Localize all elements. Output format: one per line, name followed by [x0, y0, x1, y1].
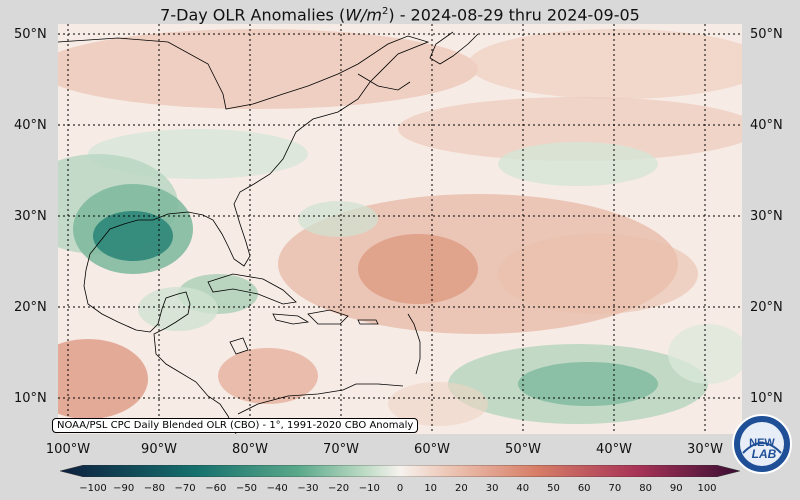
- colorbar-tick-label: −60: [205, 483, 227, 494]
- lon-label-100w: 100°W: [45, 442, 91, 457]
- lon-label-50w: 50°W: [505, 442, 541, 457]
- colorbar-tick-label: 70: [608, 483, 622, 494]
- lat-label-10n-right: 10°N: [750, 391, 783, 406]
- colorbar-tick-label: −70: [174, 483, 196, 494]
- colorbar-tick-label: −80: [143, 483, 165, 494]
- lat-label-30n-left: 30°N: [14, 209, 47, 224]
- colorbar-tick-label: −100: [79, 483, 107, 494]
- colorbar-tick-label: 80: [639, 483, 652, 494]
- data-source-label: NOAA/PSL CPC Daily Blended OLR (CBO) - 1…: [52, 418, 419, 433]
- colorbar-tick-label: 100: [697, 483, 717, 494]
- coastlines: [58, 31, 479, 434]
- colorbar-tick-label: 60: [577, 483, 591, 494]
- colorbar: [59, 462, 741, 478]
- anomaly-field: [58, 24, 742, 434]
- lat-label-50n-left: 50°N: [14, 27, 47, 42]
- colorbar-tick-label: −30: [297, 483, 319, 494]
- lat-label-30n-right: 30°N: [750, 209, 783, 224]
- logo-text-top: NEW: [749, 437, 775, 449]
- colorbar-tick-label: 20: [455, 483, 468, 494]
- lon-label-90w: 90°W: [141, 442, 177, 457]
- colorbar-tick-label: −20: [328, 483, 350, 494]
- colorbar-tick-label: −90: [113, 483, 135, 494]
- colorbar-tick-label: −50: [235, 483, 258, 494]
- lon-label-30w: 30°W: [687, 442, 723, 457]
- logo-text-bottom: LAB: [752, 447, 777, 461]
- colorbar-tick-label: 30: [485, 483, 499, 494]
- colorbar-tick-label: −10: [358, 483, 380, 494]
- colorbar-tick-label: 10: [424, 483, 438, 494]
- lon-label-80w: 80°W: [232, 442, 268, 457]
- colorbar-tick-label: 50: [547, 483, 560, 494]
- lat-label-20n-right: 20°N: [750, 300, 783, 315]
- colorbar-tick-label: 90: [669, 483, 683, 494]
- lat-label-40n-left: 40°N: [14, 118, 47, 133]
- lon-label-40w: 40°W: [596, 442, 632, 457]
- colorbar-tick-label: −40: [266, 483, 288, 494]
- lat-label-50n-right: 50°N: [750, 27, 783, 42]
- map-title: 7-Day OLR Anomalies (W/m2) - 2024-08-29 …: [160, 5, 640, 25]
- lon-label-70w: 70°W: [323, 442, 359, 457]
- lon-label-60w: 60°W: [414, 442, 450, 457]
- gridlines: [58, 24, 742, 434]
- psl-logo: NEW LAB: [731, 413, 793, 475]
- lat-label-10n-left: 10°N: [14, 391, 47, 406]
- lat-label-40n-right: 40°N: [750, 118, 783, 133]
- colorbar-tick-label: 0: [396, 483, 404, 494]
- lat-label-20n-left: 20°N: [14, 300, 47, 315]
- olr-anomaly-map: [58, 24, 742, 434]
- colorbar-tick-label: 40: [516, 483, 530, 494]
